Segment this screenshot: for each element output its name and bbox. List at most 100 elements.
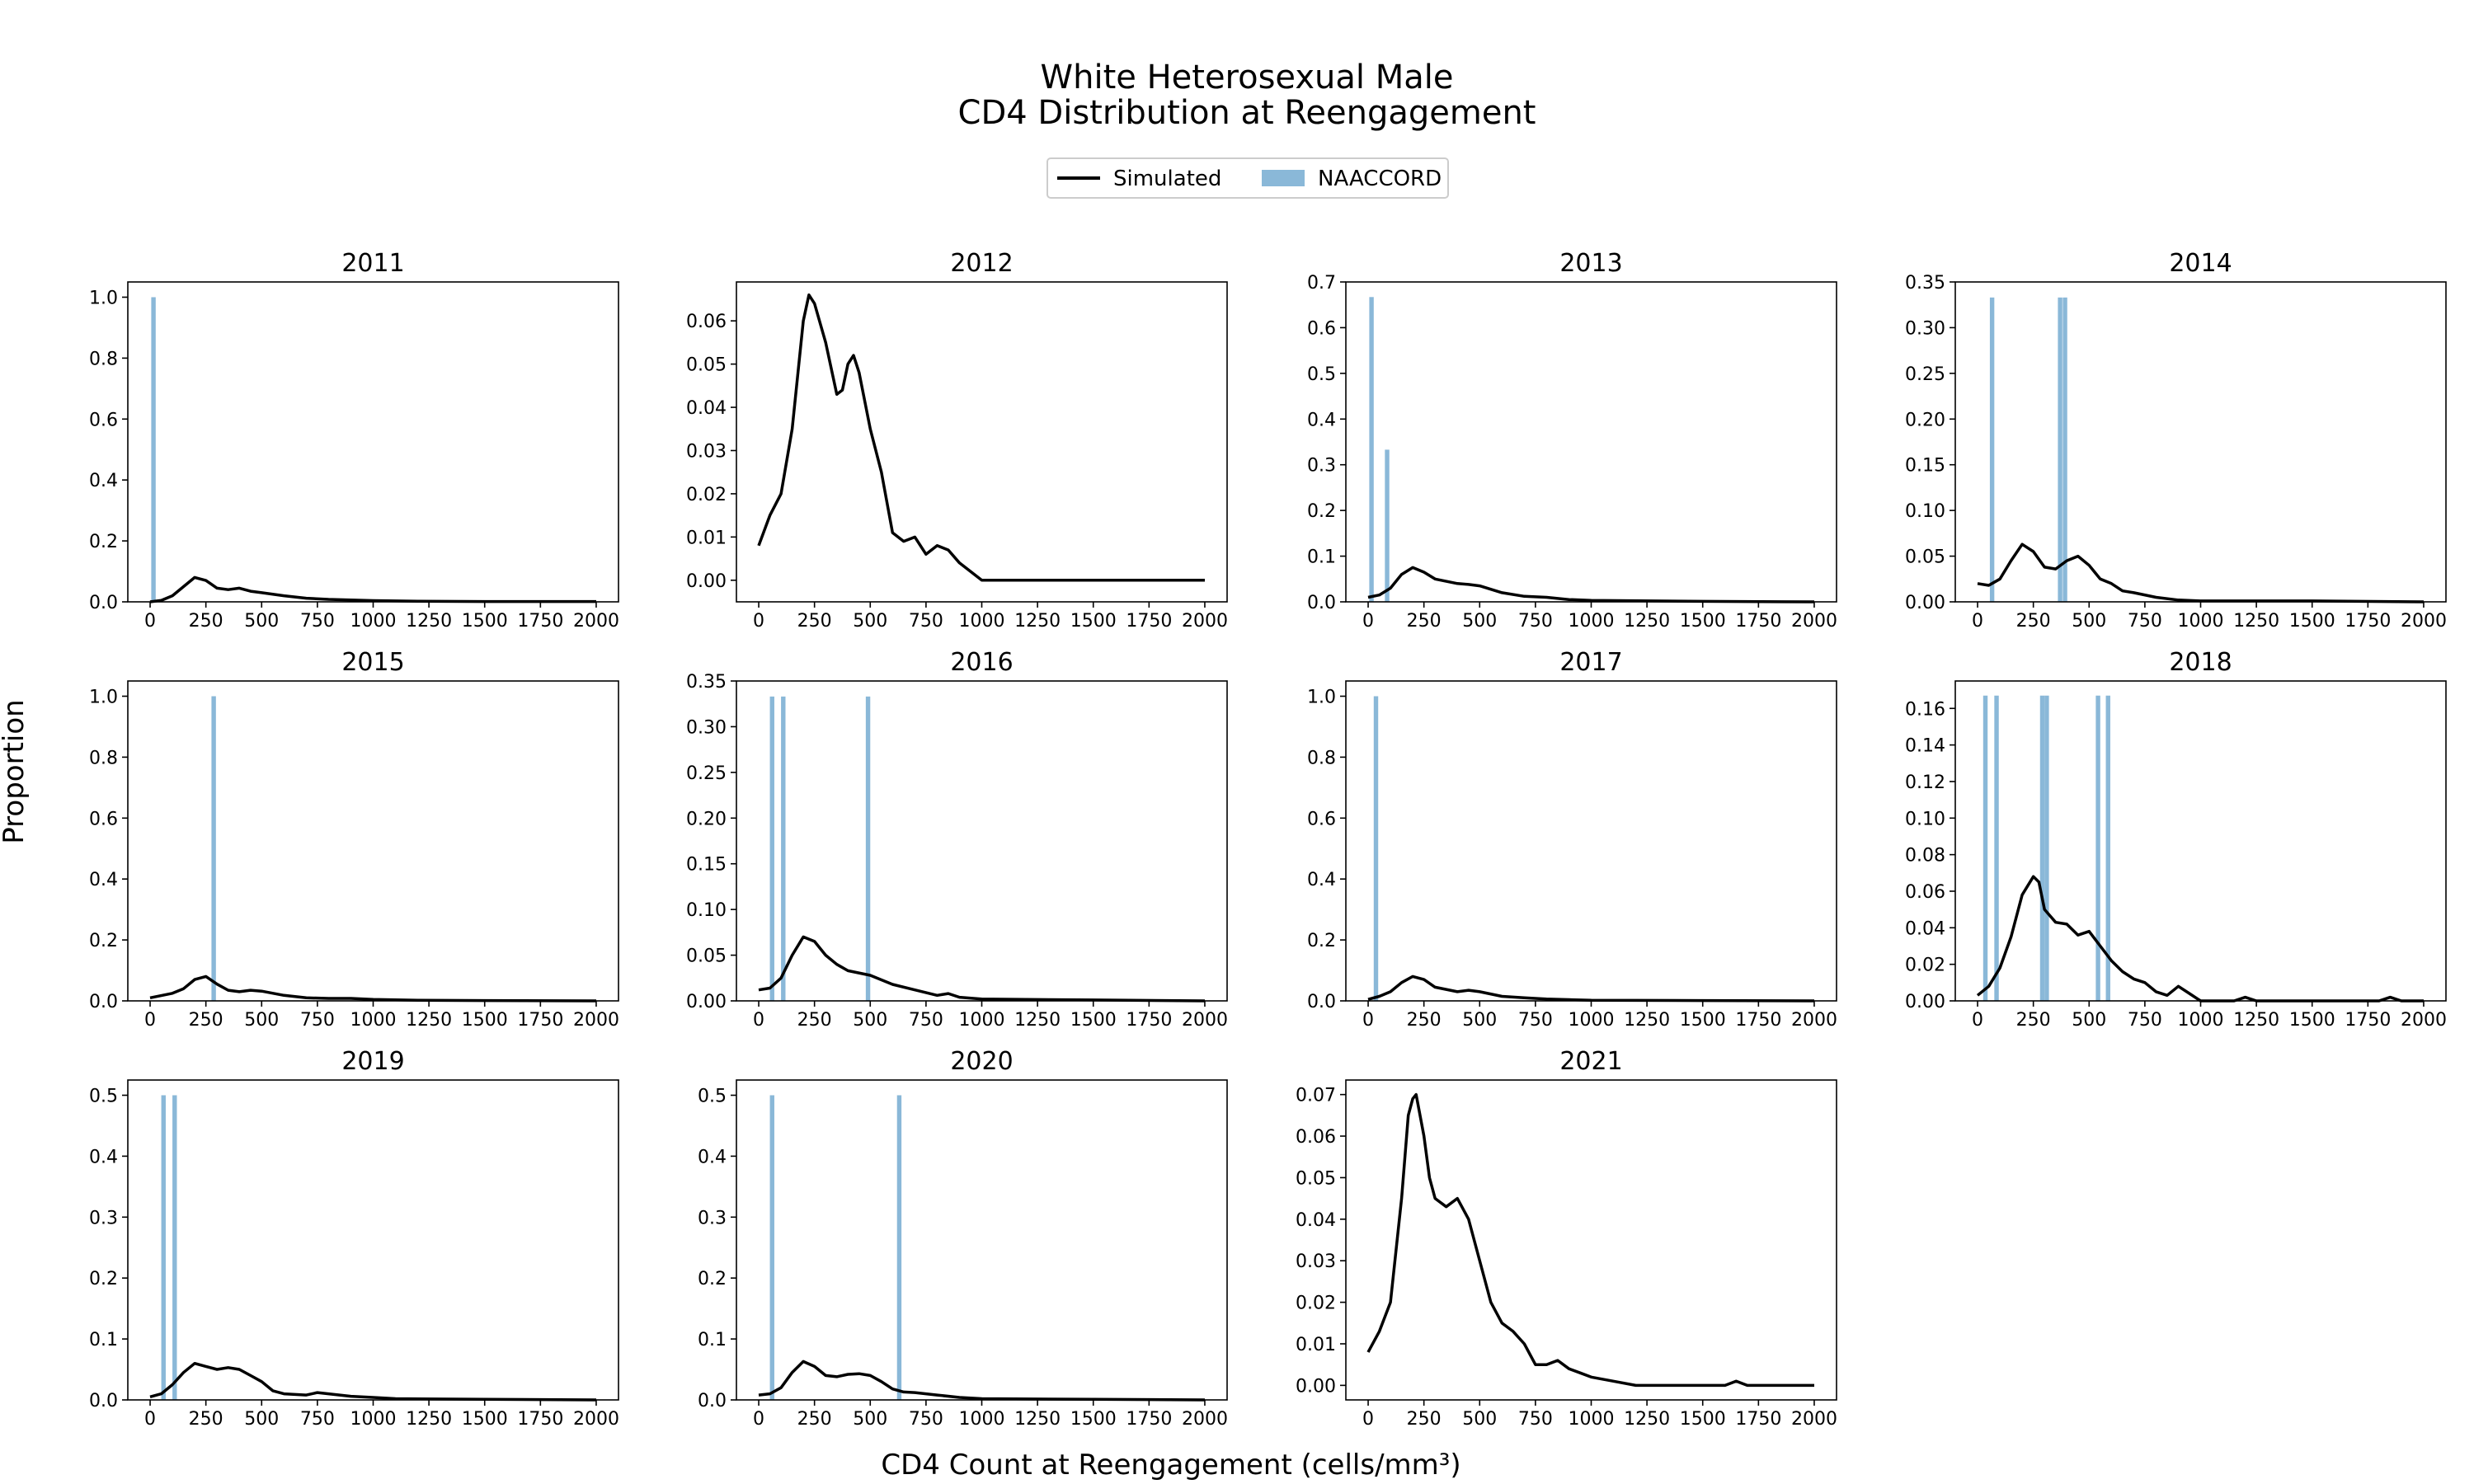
x-tick-label: 1250 — [406, 1010, 452, 1031]
y-tick-label: 0.05 — [1296, 1168, 1336, 1189]
axes-frame — [736, 680, 1228, 1002]
x-tick-label: 1250 — [2233, 611, 2279, 632]
y-tick-label: 0.00 — [686, 571, 727, 592]
y-tick-label: 0.00 — [1905, 593, 1945, 613]
naaccord-bar — [2044, 695, 2049, 1001]
y-tick-label: 0.8 — [89, 748, 118, 768]
x-tick-label: 1750 — [1126, 1409, 1172, 1430]
x-tick-label: 2000 — [1791, 611, 1837, 632]
x-tick-label: 500 — [853, 611, 887, 632]
x-tick-label: 1000 — [1569, 1409, 1615, 1430]
subplot-title: 2014 — [2169, 249, 2232, 278]
subplot-title: 2012 — [950, 249, 1013, 278]
y-tick-label: 0.05 — [1905, 547, 1945, 568]
x-tick-label: 0 — [144, 1010, 156, 1031]
y-tick-label: 0.3 — [698, 1208, 727, 1228]
y-tick-label: 0.4 — [89, 471, 118, 491]
x-tick-label: 1000 — [350, 611, 397, 632]
x-tick-label: 750 — [300, 1409, 335, 1430]
x-tick-label: 1000 — [2178, 611, 2224, 632]
x-tick-label: 2000 — [1791, 1409, 1837, 1430]
x-tick-label: 500 — [244, 1010, 279, 1031]
subplot-2020: 2020 0 250 500 750 1000 1250 1500 1750 2000 0.0 0.1… — [698, 1047, 1228, 1430]
x-tick-label: 750 — [2128, 1010, 2162, 1031]
y-tick-label: 0.04 — [1905, 918, 1945, 939]
naaccord-bar — [1982, 695, 1988, 1001]
y-tick-label: 0.0 — [89, 1391, 118, 1411]
y-tick-label: 0.15 — [1905, 456, 1945, 477]
x-tick-label: 500 — [1462, 611, 1497, 632]
subplot-grid: 2011 0 250 500 750 1000 1250 1500 1750 2000 0.0 0.2… — [89, 249, 2447, 1430]
y-tick-label: 0.30 — [1905, 318, 1945, 339]
y-tick-label: 0.16 — [1905, 699, 1945, 720]
x-tick-label: 250 — [1407, 611, 1442, 632]
x-tick-label: 1250 — [1624, 611, 1670, 632]
axes-frame — [1345, 281, 1837, 603]
y-tick-label: 0.01 — [1296, 1335, 1336, 1355]
axes-frame — [127, 1079, 619, 1401]
x-tick-label: 500 — [244, 611, 279, 632]
y-tick-label: 0.1 — [1307, 547, 1336, 568]
y-tick-label: 0.00 — [1296, 1376, 1336, 1397]
x-tick-label: 250 — [189, 611, 223, 632]
y-tick-label: 0.6 — [89, 809, 118, 829]
y-tick-label: 0.8 — [1307, 748, 1336, 768]
x-tick-label: 1250 — [1624, 1409, 1670, 1430]
y-tick-label: 0.2 — [1307, 501, 1336, 522]
axes-frame — [736, 281, 1228, 603]
x-tick-label: 0 — [1362, 1010, 1374, 1031]
x-tick-label: 1000 — [1569, 611, 1615, 632]
x-tick-label: 1250 — [1014, 1010, 1061, 1031]
legend-label-simulated: Simulated — [1113, 167, 1221, 191]
x-tick-label: 750 — [300, 1010, 335, 1031]
simulated-line — [1977, 542, 2425, 603]
y-tick-label: 0.6 — [1307, 318, 1336, 339]
subplot-2012: 2012 0 250 500 750 1000 1250 1500 1750 2000 0.00 0.… — [686, 249, 1228, 632]
subplot-title: 2011 — [341, 249, 404, 278]
x-tick-label: 2000 — [2401, 1010, 2447, 1031]
naaccord-bar — [1369, 297, 1374, 602]
y-tick-label: 0.02 — [1905, 956, 1945, 976]
x-tick-label: 1000 — [350, 1409, 397, 1430]
figure-title-line1: White Heterosexual Male — [1041, 59, 1454, 96]
y-tick-label: 0.15 — [686, 855, 727, 876]
naaccord-bar — [151, 297, 156, 602]
naaccord-bar — [1373, 696, 1379, 1001]
x-tick-label: 250 — [2016, 1010, 2051, 1031]
y-tick-label: 0.10 — [1905, 501, 1945, 522]
y-tick-label: 1.0 — [89, 288, 118, 308]
x-tick-label: 0 — [1972, 1010, 1983, 1031]
x-tick-label: 1000 — [959, 1010, 1005, 1031]
y-tick-label: 0.20 — [1905, 410, 1945, 430]
x-tick-label: 250 — [1407, 1409, 1442, 1430]
x-tick-label: 0 — [144, 611, 156, 632]
x-tick-label: 750 — [300, 611, 335, 632]
x-tick-label: 0 — [144, 1409, 156, 1430]
y-tick-label: 0.2 — [89, 532, 118, 552]
y-tick-label: 0.0 — [1307, 593, 1336, 613]
x-tick-label: 250 — [189, 1409, 223, 1430]
y-tick-label: 0.03 — [1296, 1252, 1336, 1272]
simulated-line — [149, 1361, 597, 1402]
subplot-2011: 2011 0 250 500 750 1000 1250 1500 1750 2000 0.0 0.2… — [89, 249, 619, 632]
subplot-2018: 2018 0 250 500 750 1000 1250 1500 1750 2000 0.00 0.… — [1905, 648, 2447, 1031]
x-tick-label: 500 — [244, 1409, 279, 1430]
x-tick-label: 1500 — [1680, 1010, 1726, 1031]
x-axis-label: CD4 Count at Reengagement (cells/mm³) — [881, 1449, 1460, 1482]
y-tick-label: 0.4 — [89, 870, 118, 890]
y-tick-label: 0.6 — [89, 410, 118, 430]
x-tick-label: 250 — [797, 1010, 832, 1031]
legend-bar-swatch — [1262, 170, 1305, 186]
subplot-2021: 2021 0 250 500 750 1000 1250 1500 1750 2000 0.00 0.… — [1296, 1047, 1837, 1430]
y-tick-label: 0.01 — [686, 528, 727, 548]
x-tick-label: 1000 — [2178, 1010, 2224, 1031]
x-tick-label: 1500 — [1680, 611, 1726, 632]
naaccord-bar — [2095, 695, 2100, 1001]
y-tick-label: 0.5 — [1307, 364, 1336, 385]
x-tick-label: 500 — [2072, 611, 2106, 632]
naaccord-bar — [211, 696, 216, 1001]
simulated-line — [758, 935, 1206, 1003]
x-tick-label: 1500 — [2289, 611, 2335, 632]
naaccord-bar — [1989, 297, 1995, 602]
